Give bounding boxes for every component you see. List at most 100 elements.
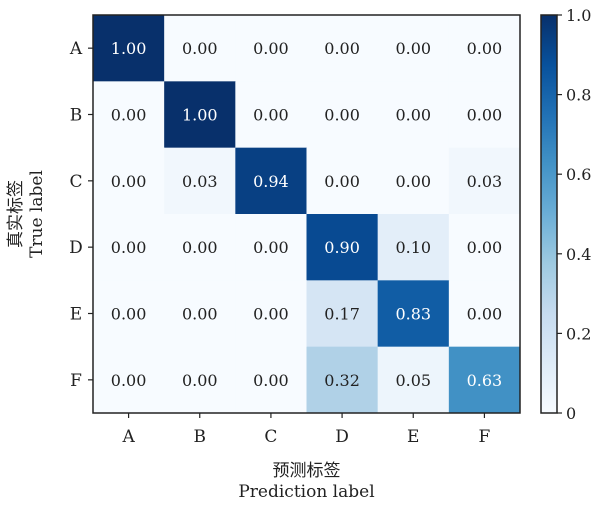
heatmap-cell [377, 81, 450, 149]
x-tick-label: F [479, 427, 491, 447]
cell-value-label: 0.90 [324, 238, 360, 257]
cell-value-label: 0.00 [395, 172, 431, 191]
cell-value-label: 0.94 [253, 172, 289, 191]
heatmap-cell [164, 346, 236, 414]
heatmap-cell [448, 214, 521, 281]
x-axis-title-cn: 预测标签 [273, 461, 341, 481]
cell-value-label: 0.00 [111, 106, 147, 125]
y-axis-title-cn: 真实标签 [6, 180, 26, 248]
cell-value-label: 0.00 [324, 106, 360, 125]
heatmap-cell [164, 15, 236, 82]
cell-value-label: 0.00 [253, 106, 289, 125]
cell-value-label: 0.00 [182, 39, 218, 58]
heatmap-cell [93, 346, 165, 414]
heatmap-cells [93, 15, 521, 414]
heatmap-cell [448, 346, 521, 414]
heatmap-cell [306, 214, 379, 281]
x-axis-ticks: A B C D E F [121, 413, 491, 447]
cell-value-label: 0.05 [395, 371, 431, 390]
y-axis-title: True label [27, 170, 47, 258]
cell-value-label: 0.63 [467, 371, 503, 390]
heatmap-cell [448, 280, 521, 348]
heatmap-cell [377, 214, 450, 281]
cell-value-label: 0.00 [182, 305, 218, 324]
heatmap-cell [164, 214, 236, 281]
heatmap-cell [448, 81, 521, 149]
cell-value-label: 0.00 [111, 238, 147, 257]
colorbar-tick-label: 0.2 [566, 324, 591, 343]
colorbar-tick-label: 0.6 [566, 165, 591, 184]
colorbar-tick-label: 0.4 [566, 245, 591, 264]
cell-value-label: 0.00 [253, 238, 289, 257]
heatmap-cell [306, 280, 379, 348]
cell-value-label: 0.00 [467, 305, 503, 324]
cell-value-label: 1.00 [111, 39, 147, 58]
cell-value-label: 0.83 [395, 305, 431, 324]
colorbar-tick-label: 0 [566, 404, 576, 423]
plot-frame [92, 14, 521, 414]
y-tick-label: B [70, 106, 83, 126]
heatmap-cell [93, 15, 165, 82]
heatmap-cell [377, 280, 450, 348]
heatmap-cell-labels: 1.00 0.00 0.00 0.00 0.00 0.00 0.00 1.00 0.00 0.00… [111, 39, 502, 390]
y-tick-label: F [70, 371, 82, 391]
heatmap-cell [93, 280, 165, 348]
cell-value-label: 0.00 [467, 106, 503, 125]
cell-value-label: 0.03 [467, 172, 503, 191]
cell-value-label: 0.00 [395, 106, 431, 125]
cell-value-label: 0.00 [467, 238, 503, 257]
x-tick-label: C [264, 427, 277, 447]
cell-value-label: 0.00 [111, 371, 147, 390]
heatmap-cell [235, 346, 307, 414]
cell-value-label: 0.00 [467, 39, 503, 58]
x-tick-label: B [194, 427, 207, 447]
y-tick-label: A [69, 39, 83, 59]
cell-value-label: 0.00 [324, 172, 360, 191]
cell-value-label: 0.00 [111, 172, 147, 191]
colorbar-tick-label: 1.0 [566, 6, 591, 25]
heatmap-cell [93, 214, 165, 281]
heatmap-cell [235, 147, 307, 215]
cell-value-label: 0.00 [182, 371, 218, 390]
heatmap-cell [377, 15, 450, 82]
heatmap-cell [306, 346, 379, 414]
y-axis-ticks: A B C D E F [69, 39, 93, 391]
cell-value-label: 1.00 [182, 106, 218, 125]
colorbar-ticks: 0 0.2 0.4 0.6 0.8 1.0 [557, 6, 591, 423]
y-tick-label: C [69, 172, 82, 192]
cell-value-label: 0.00 [253, 39, 289, 58]
cell-value-label: 0.00 [111, 305, 147, 324]
cell-value-label: 0.00 [253, 305, 289, 324]
cell-value-label: 0.10 [395, 238, 431, 257]
heatmap-cell [306, 147, 379, 215]
heatmap-cell [93, 81, 165, 149]
cell-value-label: 0.00 [182, 238, 218, 257]
cell-value-label: 0.00 [395, 39, 431, 58]
heatmap-cell [377, 346, 450, 414]
heatmap-cell [164, 280, 236, 348]
cell-value-label: 0.03 [182, 172, 218, 191]
heatmap-cell [235, 214, 307, 281]
y-tick-label: D [69, 238, 83, 258]
heatmap-cell [306, 81, 379, 149]
heatmap-cell [448, 15, 521, 82]
heatmap-cell [377, 147, 450, 215]
heatmap-cell [93, 147, 165, 215]
x-tick-label: A [121, 427, 135, 447]
colorbar [540, 14, 558, 414]
heatmap-cell [164, 81, 236, 149]
cell-value-label: 0.17 [324, 305, 360, 324]
heatmap-cell [306, 15, 379, 82]
x-tick-label: D [335, 427, 349, 447]
y-tick-label: E [70, 305, 82, 325]
x-tick-label: E [407, 427, 419, 447]
x-axis-title: Prediction label [238, 482, 374, 502]
heatmap-cell [235, 15, 307, 82]
colorbar-tick-label: 0.8 [566, 86, 591, 105]
heatmap-cell [164, 147, 236, 215]
heatmap-cell [235, 81, 307, 149]
cell-value-label: 0.00 [324, 39, 360, 58]
heatmap-cell [235, 280, 307, 348]
cell-value-label: 0.00 [253, 371, 289, 390]
